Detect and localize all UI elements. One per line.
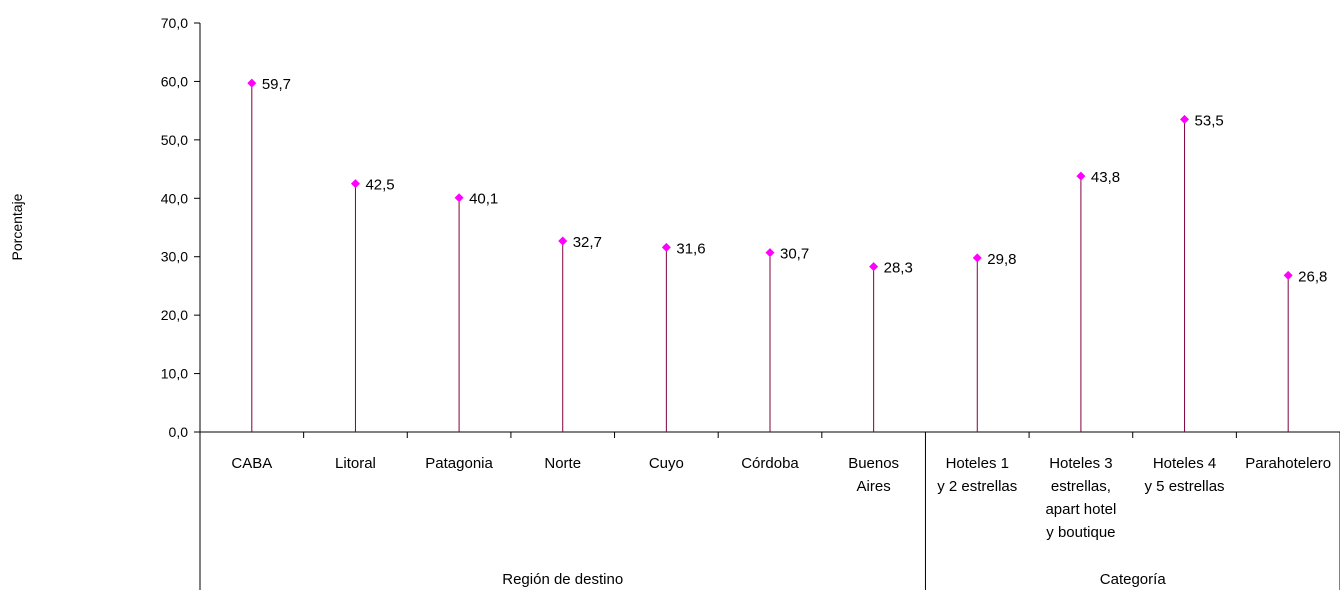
- data-label: 29,8: [987, 251, 1016, 268]
- data-point-marker: [247, 78, 257, 88]
- data-point-marker: [765, 248, 775, 258]
- y-tick-label: 50,0: [161, 132, 188, 148]
- y-tick-label: 30,0: [161, 249, 188, 265]
- x-tick-label: Aires: [857, 478, 891, 495]
- y-tick-label: 0,0: [169, 424, 189, 440]
- data-label: 26,8: [1298, 268, 1327, 285]
- y-tick-label: 60,0: [161, 73, 188, 89]
- x-axis-labels: CABA Litoral Patagonia Norte Cuyo Córdoba Buen…: [231, 455, 1331, 588]
- x-tick-label: y 2 estrellas: [937, 478, 1017, 495]
- x-tick-label: y boutique: [1046, 524, 1115, 541]
- x-tick-label: y 5 estrellas: [1145, 478, 1225, 495]
- data-point-marker: [350, 179, 360, 189]
- y-tick-label: 40,0: [161, 190, 188, 206]
- data-label: 59,7: [262, 76, 291, 93]
- group-label: Categoría: [1100, 571, 1167, 588]
- data-point-marker: [454, 193, 464, 203]
- x-tick-label: Norte: [544, 455, 581, 472]
- x-tick-label: Cuyo: [649, 455, 684, 472]
- x-tick-label: Córdoba: [741, 455, 799, 472]
- data-label: 30,7: [780, 246, 809, 263]
- value-labels: 59,7 42,5 40,1 32,7 31,6 30,7 28,3 29,8 43,8 53,5…: [262, 76, 1328, 285]
- data-point-marker: [1076, 171, 1086, 181]
- x-tick-label: estrellas,: [1051, 478, 1111, 495]
- x-tick-label: Hoteles 3: [1049, 455, 1112, 472]
- data-point-marker: [558, 236, 568, 246]
- data-label: 43,8: [1091, 169, 1120, 186]
- y-tick-label: 70,0: [161, 15, 188, 31]
- x-tick-label: Litoral: [335, 455, 376, 472]
- x-tick-label: CABA: [231, 455, 272, 472]
- stems: [251, 83, 1289, 432]
- x-tick-label: Hoteles 1: [946, 455, 1009, 472]
- data-label: 31,6: [676, 240, 705, 257]
- data-point-marker: [1283, 270, 1293, 280]
- data-label: 28,3: [884, 260, 913, 277]
- x-tick-label: Hoteles 4: [1153, 455, 1216, 472]
- data-label: 40,1: [469, 191, 498, 208]
- data-label: 42,5: [365, 177, 394, 194]
- data-point-marker: [661, 242, 671, 252]
- data-label: 53,5: [1195, 112, 1224, 129]
- x-tick-label: apart hotel: [1045, 501, 1116, 518]
- data-point-marker: [1180, 114, 1190, 124]
- axes: 0,0 10,0 20,0 30,0 40,0 50,0 60,0 70,0: [161, 15, 1340, 590]
- y-tick-label: 20,0: [161, 307, 188, 323]
- group-label: Región de destino: [502, 571, 623, 588]
- y-tick-label: 10,0: [161, 366, 188, 382]
- markers: [247, 78, 1293, 280]
- data-point-marker: [869, 262, 879, 272]
- data-label: 32,7: [573, 234, 602, 251]
- x-tick-label: Patagonia: [425, 455, 493, 472]
- data-point-marker: [972, 253, 982, 263]
- x-tick-label: Parahotelero: [1245, 455, 1331, 472]
- x-tick-label: Buenos: [848, 455, 899, 472]
- y-axis-label: Porcentaje: [9, 193, 25, 260]
